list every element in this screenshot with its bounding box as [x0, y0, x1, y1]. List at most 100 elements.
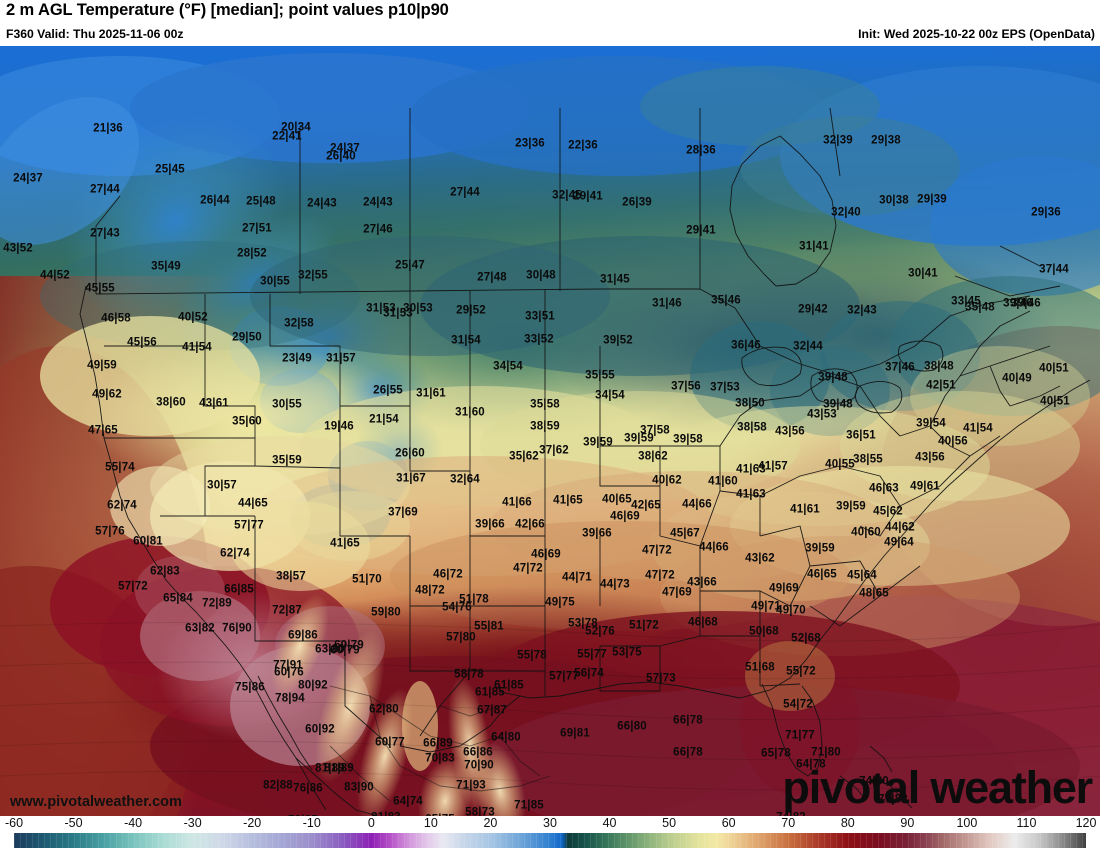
point-value: 35|49: [151, 260, 181, 273]
colorbar-tick-label: -30: [183, 816, 202, 830]
page-title: 2 m AGL Temperature (°F) [median]; point…: [6, 1, 449, 19]
point-value: 38|57: [276, 570, 306, 583]
point-value: 28|36: [686, 144, 716, 157]
point-value: 44|62: [885, 521, 915, 534]
point-value: 39|59: [583, 436, 613, 449]
point-value: 40|55: [825, 458, 855, 471]
point-value: 66|86: [463, 746, 493, 759]
point-value: 44|52: [40, 269, 70, 282]
point-value: 31|53: [366, 302, 396, 315]
point-value: 33|45: [951, 295, 981, 308]
point-value: 35|62: [509, 450, 539, 463]
point-value: 43|56: [915, 451, 945, 464]
point-value: 46|65: [807, 568, 837, 581]
point-value: 57|77: [549, 670, 579, 683]
point-value: 53|75: [612, 646, 642, 659]
point-value: 62|80: [369, 703, 399, 716]
point-value: 26|39: [622, 196, 652, 209]
point-value: 47|72: [642, 544, 672, 557]
point-value: 39|52: [603, 334, 633, 347]
colorbar-ticks: -60 -50 -40 -30 -20 -10 0 10 20 30 40 50 60 70 80 90 100…: [0, 816, 1100, 833]
valid-time-label: F360 Valid: Thu 2025-11-06 00z: [6, 27, 184, 41]
point-value: 30|41: [908, 267, 938, 280]
point-value: 20|34: [281, 121, 311, 134]
point-value: 78|94: [275, 692, 305, 705]
point-value: 40|65: [602, 493, 632, 506]
site-url-watermark: www.pivotalweather.com: [10, 794, 182, 810]
point-value: 49|62: [92, 388, 122, 401]
point-value: 39|58: [673, 433, 703, 446]
colorbar-tick-label: 110: [1016, 816, 1037, 830]
point-value: 44|71: [562, 571, 592, 584]
point-value: 41|61: [790, 503, 820, 516]
point-value: 30|53: [403, 302, 433, 315]
point-value: 48|72: [415, 584, 445, 597]
point-value: 26|60: [395, 447, 425, 460]
point-value: 49|61: [910, 480, 940, 493]
point-value: 66|80: [617, 720, 647, 733]
point-value: 29|52: [456, 304, 486, 317]
point-value: 51|78: [459, 593, 489, 606]
point-value: 40|49: [1002, 372, 1032, 385]
point-value: 51|72: [629, 619, 659, 632]
colorbar-gradient[interactable]: [14, 833, 1086, 848]
point-value: 70|83: [425, 752, 455, 765]
point-value: 76|90: [222, 622, 252, 635]
point-value: 33|52: [524, 333, 554, 346]
point-value: 40|52: [178, 311, 208, 324]
point-value: 45|64: [847, 569, 877, 582]
point-value: 62|74: [107, 499, 137, 512]
point-value: 29|39: [917, 193, 947, 206]
point-value: 46|58: [101, 312, 131, 325]
point-value: 41|60: [708, 475, 738, 488]
map-header: 2 m AGL Temperature (°F) [median]; point…: [0, 0, 1100, 46]
point-value: 24|37: [13, 172, 43, 185]
point-value: 32|58: [284, 317, 314, 330]
point-value: 75|86: [235, 681, 265, 694]
point-value: 57|80: [446, 631, 476, 644]
point-value: 45|67: [670, 527, 700, 540]
point-value: 61|85: [494, 679, 524, 692]
point-value: 51|68: [745, 661, 775, 674]
point-value: 32|55: [298, 269, 328, 282]
point-value: 40|51: [1039, 362, 1069, 375]
point-value: 43|62: [745, 552, 775, 565]
point-value: 44|73: [600, 578, 630, 591]
point-value: 24|43: [307, 197, 337, 210]
point-value: 32|43: [847, 304, 877, 317]
colorbar-tick-label: -60: [4, 816, 24, 830]
temperature-map[interactable]: 21|36 24|37 27|44 27|43 25|45 26|44 25|48 27|51…: [0, 46, 1100, 816]
point-value: 32|39: [823, 134, 853, 147]
point-value: 62|74: [220, 547, 250, 560]
point-value: 39|59: [836, 500, 866, 513]
point-value: 37|69: [388, 506, 418, 519]
point-value: 40|62: [652, 474, 682, 487]
point-value: 31|57: [326, 352, 356, 365]
point-value: 39|54: [916, 417, 946, 430]
point-value: 38|62: [638, 450, 668, 463]
colorbar-tick-label: 60: [721, 816, 736, 830]
point-value: 58|78: [454, 668, 484, 681]
point-value: 38|50: [735, 397, 765, 410]
point-value: 26|55: [373, 384, 403, 397]
point-value: 64|78: [796, 758, 826, 771]
point-value: 45|55: [85, 282, 115, 295]
colorbar[interactable]: -60 -50 -40 -30 -20 -10 0 10 20 30 40 50 60 70 80 90 100…: [0, 816, 1100, 850]
point-value: 27|44: [450, 186, 480, 199]
point-value: 49|75: [545, 596, 575, 609]
point-value: 38|58: [737, 421, 767, 434]
point-value: 26|40: [326, 150, 356, 163]
point-value: 45|56: [127, 336, 157, 349]
point-value: 77|91: [273, 659, 303, 672]
point-value: 44|65: [238, 497, 268, 510]
point-value: 79|85: [288, 815, 318, 816]
point-value: 45|62: [873, 505, 903, 518]
point-value: 42|66: [515, 518, 545, 531]
point-value: 31|67: [396, 472, 426, 485]
point-value: 30|55: [260, 275, 290, 288]
colorbar-tick-label: 90: [900, 816, 915, 830]
point-value: 71|80: [811, 746, 841, 759]
point-value: 39|46: [1011, 297, 1041, 310]
point-value: 27|46: [363, 223, 393, 236]
point-value: 55|74: [105, 461, 135, 474]
